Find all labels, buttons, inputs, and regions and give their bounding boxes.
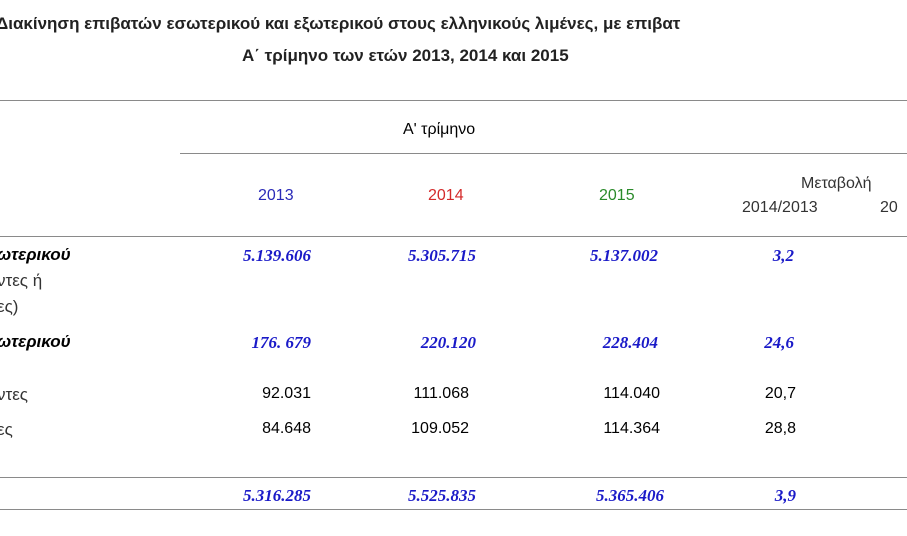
cell-change: 20,7: [764, 385, 796, 402]
cell-2015: 228.404: [602, 333, 658, 352]
cell-change: 28,8: [764, 420, 796, 437]
change-sub-1: 2014/2013: [742, 199, 818, 216]
cell-2013: 92.031: [262, 385, 311, 402]
header-bottom-border: [0, 236, 907, 237]
group-header: Α' τρίμηνο: [403, 121, 476, 138]
cell-2013: 5.139.606: [243, 246, 311, 265]
table-bottom-border: [0, 509, 907, 510]
cell-2015: 5.365.406: [596, 486, 664, 505]
table-top-border: [0, 100, 907, 101]
cell-2015: 114.040: [603, 385, 660, 402]
cell-2013: 84.648: [262, 420, 311, 437]
year-2013-header: 2013: [258, 187, 294, 204]
change-sub-2: 20: [880, 199, 898, 216]
row-label: ες: [0, 420, 13, 439]
cell-2015: 114.364: [603, 420, 660, 437]
row-label: ντες: [0, 385, 28, 404]
page-title-line2: Α΄ τρίμηνο των ετών 2013, 2014 και 2015: [242, 46, 569, 65]
page-title-line1: Διακίνηση επιβατών εσωτερικού και εξωτερ…: [0, 14, 681, 33]
cell-change: 3,2: [772, 246, 794, 265]
row-label: ωτερικού: [0, 245, 71, 264]
change-header: Μεταβολή: [801, 175, 872, 192]
cell-2014: 111.068: [413, 385, 469, 402]
total-top-border: [0, 477, 907, 478]
cell-2014: 5.525.835: [408, 486, 476, 505]
row-label-cont: ες): [0, 297, 19, 316]
year-2014-header: 2014: [428, 187, 464, 204]
cell-2014: 5.305.715: [408, 246, 476, 265]
cell-2015: 5.137.002: [590, 246, 658, 265]
cell-change: 24,6: [764, 333, 794, 352]
cell-2013: 5.316.285: [243, 486, 311, 505]
group-header-underline: [180, 153, 907, 154]
cell-change: 3,9: [774, 486, 796, 505]
year-2015-header: 2015: [599, 187, 635, 204]
row-label: ωτερικού: [0, 332, 71, 351]
cell-2014: 109.052: [411, 420, 469, 437]
cell-2014: 220.120: [420, 333, 476, 352]
cell-2013: 176. 679: [251, 333, 312, 352]
row-label-cont: ντες ή: [0, 271, 43, 290]
